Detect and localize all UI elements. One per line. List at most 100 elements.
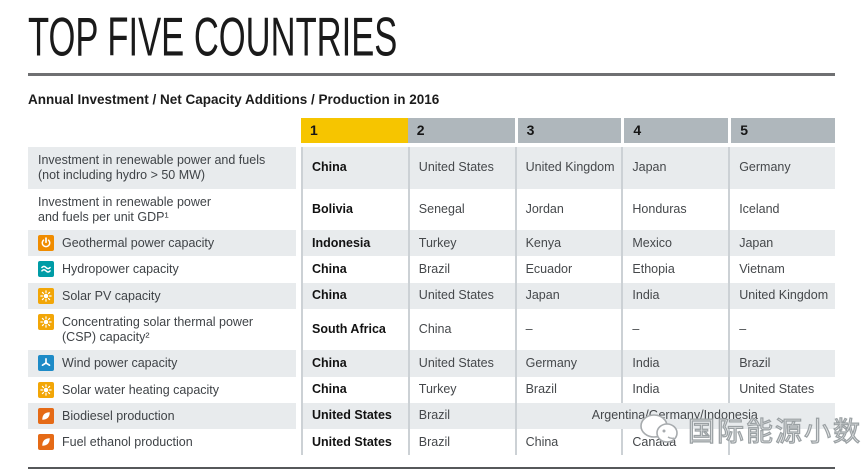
row-label-cell: Concentrating solar thermal power (CSP) … <box>28 308 301 351</box>
rank-4-cell: India <box>621 282 729 309</box>
row-label-cell: Geothermal power capacity <box>28 230 301 257</box>
table-row-investment: Investment in renewable power and fuels … <box>28 147 835 189</box>
row-label: Concentrating solar thermal power (CSP) … <box>62 314 254 344</box>
row-label: Investment in renewable power and fuels … <box>38 194 212 224</box>
row-label: Biodiesel production <box>62 408 175 423</box>
watermark: 国际能源小数据 <box>638 410 861 455</box>
table-row-biodiesel: Biodiesel production United States Brazi… <box>28 402 835 429</box>
row-label-cell: Solar water heating capacity <box>28 376 301 403</box>
rank-3-cell: Germany <box>514 350 622 377</box>
rank-5-cell: Japan <box>728 230 835 257</box>
row-label: Geothermal power capacity <box>62 236 215 250</box>
geothermal-power-icon <box>38 235 54 251</box>
rank-4-header: 4 <box>621 118 729 143</box>
row-label: Hydropower capacity <box>62 262 179 277</box>
rank-2-cell: Brazil <box>407 256 515 283</box>
rank-5-cell: Iceland <box>728 188 835 230</box>
rank-3-cell: China <box>514 429 622 456</box>
rank-1-cell: United States <box>301 402 408 429</box>
rank-3-cell: United Kingdom <box>514 147 622 189</box>
rank-2-cell: Turkey <box>407 230 515 257</box>
table-row-csp: Concentrating solar thermal power (CSP) … <box>28 308 835 351</box>
row-label-cell: Fuel ethanol production <box>28 429 301 456</box>
page-title-text: TOP FIVE COUNTRIES <box>28 6 398 68</box>
rank-5-cell: – <box>728 308 835 351</box>
rank-1-cell: China <box>301 147 408 189</box>
rank-2-cell: Turkey <box>407 376 515 403</box>
table-row-hydropower: Hydropower capacity China Brazil Ecuador… <box>28 256 835 283</box>
row-label-cell: Investment in renewable power and fuels … <box>28 147 301 189</box>
rank-2-cell: Brazil <box>407 402 515 429</box>
rank-2-cell: United States <box>407 282 515 309</box>
rank-2-cell: China <box>407 308 515 351</box>
row-label: Investment in renewable power and fuels … <box>38 153 266 183</box>
rank-4-cell: India <box>621 376 729 403</box>
rank-5-cell: Vietnam <box>728 256 835 283</box>
rank-2-cell: Brazil <box>407 429 515 456</box>
rank-5-cell: Brazil <box>728 350 835 377</box>
top-five-countries-table: 1 2 3 4 5 Investment in renewable power … <box>28 118 835 456</box>
rank-1-cell: South Africa <box>301 308 408 351</box>
row-label: Solar PV capacity <box>62 288 161 303</box>
rank-4-cell: Mexico <box>621 230 729 257</box>
watermark-text: 国际能源小数据 <box>687 417 861 447</box>
row-label-cell: Biodiesel production <box>28 402 301 429</box>
rank-3-cell: Kenya <box>514 230 622 257</box>
table-row-wind: Wind power capacity China United States … <box>28 350 835 377</box>
table-row-investment-per-gdp: Investment in renewable power and fuels … <box>28 188 835 230</box>
hydropower-icon <box>38 261 54 278</box>
rank-5-cell: United States <box>728 376 835 403</box>
wind-turbine-icon <box>38 355 54 372</box>
rank-3-header: 3 <box>514 118 622 143</box>
solar-sun-icon <box>38 287 54 304</box>
rank-1-cell: China <box>301 350 408 377</box>
title-divider <box>28 73 835 76</box>
rank-2-cell: Senegal <box>407 188 515 230</box>
rank-3-cell: Brazil <box>514 376 622 403</box>
rank-4-cell: Japan <box>621 147 729 189</box>
rank-1-cell: United States <box>301 429 408 456</box>
row-label: Solar water heating capacity <box>62 382 220 397</box>
rank-1-cell: China <box>301 256 408 283</box>
watermark-logo-icon <box>638 410 682 455</box>
rank-5-cell <box>728 429 835 456</box>
rank-1-header: 1 <box>301 118 408 143</box>
rank-5-header: 5 <box>728 118 835 143</box>
row-label-cell: Hydropower capacity <box>28 256 301 283</box>
rank-2-cell: United States <box>407 147 515 189</box>
rank-2-header: 2 <box>407 118 515 143</box>
row-label-cell: Investment in renewable power and fuels … <box>28 188 301 230</box>
rank-4-cell: India <box>621 350 729 377</box>
rank-header-spacer <box>28 118 301 143</box>
rank-4-cell: – <box>621 308 729 351</box>
rank-5-cell: Germany <box>728 147 835 189</box>
biofuel-leaf-icon <box>38 407 54 424</box>
rank-3-cell: Jordan <box>514 188 622 230</box>
rank-1-cell: Bolivia <box>301 188 408 230</box>
rank-5-cell: United Kingdom <box>728 282 835 309</box>
page-title: TOP FIVE COUNTRIES <box>28 6 861 68</box>
rank-1-cell: Indonesia <box>301 230 408 257</box>
rank-3-cell: – <box>514 308 622 351</box>
rank-header-row: 1 2 3 4 5 <box>28 118 835 143</box>
table-caption: Annual Investment / Net Capacity Additio… <box>28 92 440 107</box>
row-label-cell: Solar PV capacity <box>28 282 301 309</box>
solar-sun-icon <box>38 381 54 398</box>
biofuel-leaf-icon <box>38 434 54 450</box>
table-row-solar-pv: Solar PV capacity China United States Ja… <box>28 282 835 309</box>
solar-sun-icon <box>38 313 54 330</box>
table-row-fuel-ethanol: Fuel ethanol production United States Br… <box>28 429 835 456</box>
rank-3-cell: Japan <box>514 282 622 309</box>
row-label-cell: Wind power capacity <box>28 350 301 377</box>
rank-4-cell: Honduras <box>621 188 729 230</box>
table-row-geothermal: Geothermal power capacity Indonesia Turk… <box>28 230 835 257</box>
row-label: Fuel ethanol production <box>62 435 193 449</box>
bottom-divider <box>28 467 835 469</box>
rank-1-cell: China <box>301 376 408 403</box>
rank-3-cell: Ecuador <box>514 256 622 283</box>
row-label: Wind power capacity <box>62 356 178 371</box>
rank-3-to-5-merged-cell: Argentina/Germany/Indonesia <box>514 402 835 429</box>
table-row-solar-water-heating: Solar water heating capacity China Turke… <box>28 376 835 403</box>
rank-2-cell: United States <box>407 350 515 377</box>
